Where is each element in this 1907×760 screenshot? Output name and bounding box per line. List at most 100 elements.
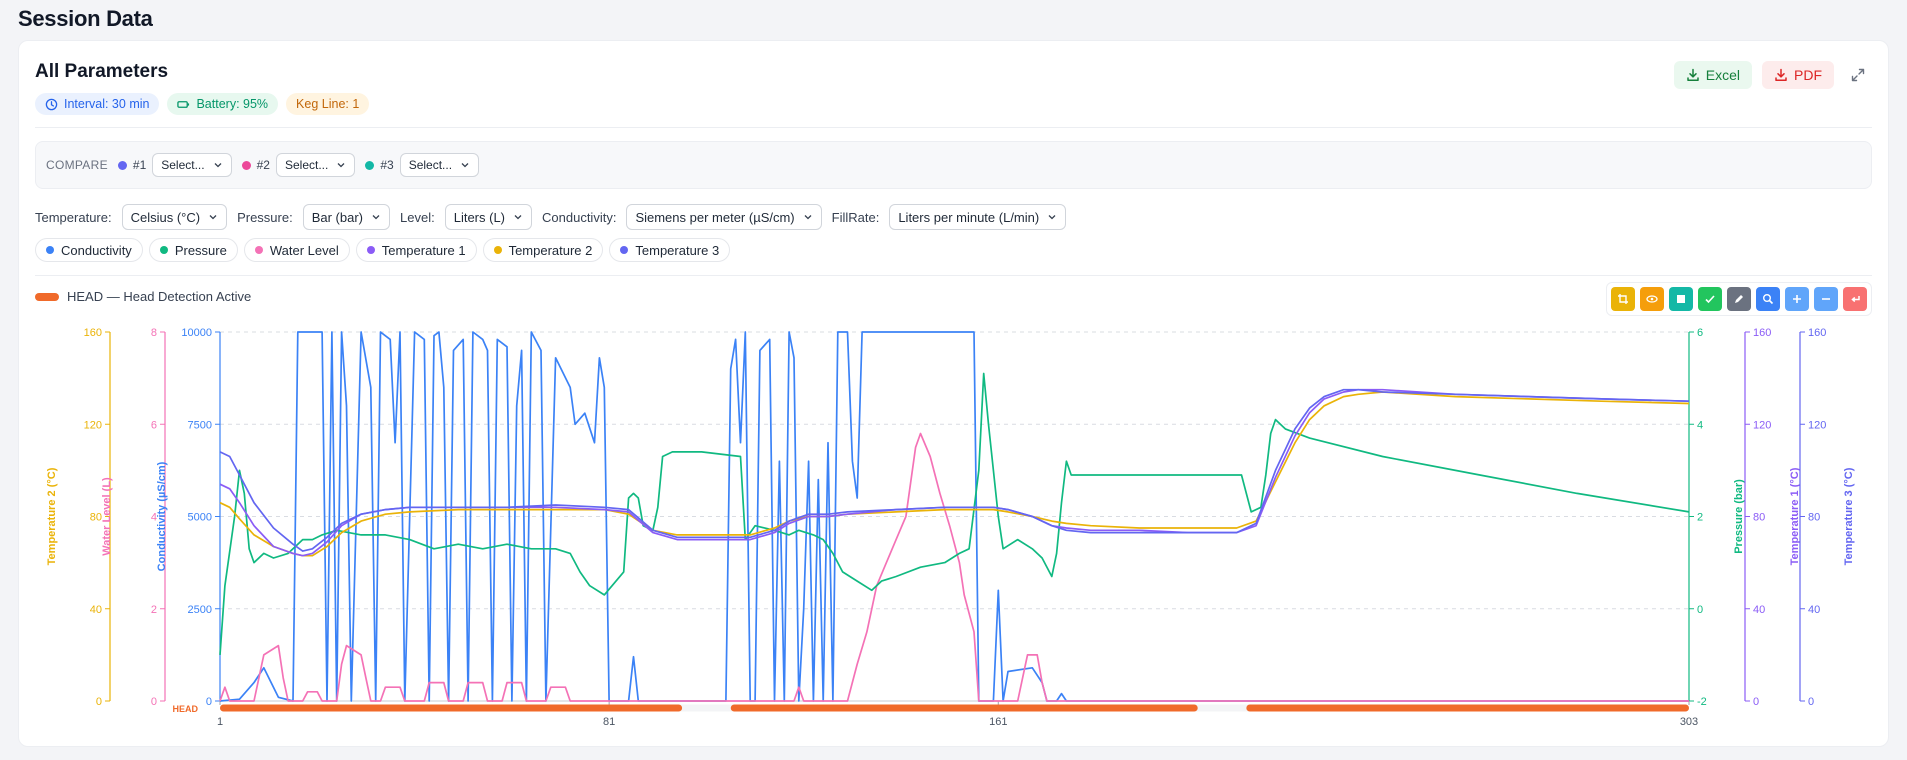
keg-line-text: Keg Line: 1 [296,97,360,111]
temperature-unit-select[interactable]: Celsius (°C) [121,204,228,230]
slot-label: #2 [256,158,270,172]
chevron-down-icon [372,215,380,220]
compare-select-3[interactable]: Select... [399,153,480,177]
parameters-card: All Parameters Interval: 30 min Battery:… [18,40,1889,747]
pressure-unit-select[interactable]: Bar (bar) [302,204,391,230]
zoom-in-button[interactable] [1785,287,1809,311]
slot-color-dot [117,160,127,170]
select-value: Liters (L) [453,209,506,225]
view-button[interactable] [1640,287,1664,311]
series-legend: Conductivity Pressure Water Level Temper… [35,238,731,262]
temp1-tick-label: 0 [1753,696,1759,708]
level-tick-label: 8 [151,327,157,339]
crop-icon [1618,294,1628,304]
check-icon [1705,295,1715,304]
slot-color-dot [241,160,251,170]
expand-button[interactable] [1844,61,1872,89]
series-line-water-level [219,432,1689,702]
select-value: Select... [161,158,205,172]
temp1-tick-label: 120 [1753,419,1771,431]
zoom-button[interactable] [1756,287,1780,311]
legend-pressure[interactable]: Pressure [148,238,238,262]
eye-icon [1646,295,1658,303]
pdf-export-button[interactable]: PDF [1762,61,1834,89]
compare-bar: COMPARE #1 Select... #2 Select... #3 Sel… [35,141,1872,189]
expand-icon [1851,68,1865,82]
select-value: Select... [408,158,453,172]
conductivity-unit-select[interactable]: Siemens per meter (µS/cm) [626,204,822,230]
clock-icon [45,98,58,110]
zoom-out-icon [1822,298,1830,300]
pdf-label: PDF [1794,67,1822,83]
unit-label-fillrate: FillRate: [831,209,880,225]
download-icon [1775,68,1787,82]
temp1-tick-label: 40 [1753,604,1765,616]
temp2-axis-title: Temperature 2 (°C) [46,467,58,565]
head-note-text: HEAD — Head Detection Active [67,289,252,304]
chevron-down-icon [209,215,217,220]
temp2-tick-label: 0 [96,696,102,708]
confirm-button[interactable] [1698,287,1722,311]
level-tick-label: 2 [151,604,157,616]
battery-badge: Battery: 95% [167,93,279,115]
zoom-out-button[interactable] [1814,287,1838,311]
cond-tick-label: 2500 [188,604,212,616]
excel-export-button[interactable]: Excel [1673,61,1752,89]
legend-temperature-2[interactable]: Temperature 2 [482,238,604,262]
series-line-temperature-2 [219,391,1690,557]
select-value: Siemens per meter (µS/cm) [635,209,795,225]
legend-temperature-1[interactable]: Temperature 1 [355,238,477,262]
series-line-pressure [219,372,1690,655]
press-tick-label: 0 [1697,604,1703,616]
temp2-tick-label: 120 [84,419,102,431]
reset-icon [1851,296,1860,303]
select-value: Celsius (°C) [130,209,201,225]
zoom-in-icon [1793,295,1801,303]
draw-button[interactable] [1727,287,1751,311]
header-divider [35,127,1872,128]
temp2-tick-label: 80 [90,512,102,524]
select-value: Liters per minute (L/min) [898,209,1040,225]
reset-button[interactable] [1843,287,1867,311]
head-segment [730,704,1198,712]
temp1-tick-label: 160 [1753,327,1771,339]
level-tick-label: 0 [151,696,157,708]
crop-button[interactable] [1611,287,1635,311]
compare-select-2[interactable]: Select... [275,153,356,177]
press-tick-label: 6 [1697,327,1703,339]
x-tick-label: 81 [603,716,615,728]
slot-label: #1 [132,158,147,172]
keg-line-badge: Keg Line: 1 [286,93,370,115]
legend-dot [620,246,629,254]
level-unit-select[interactable]: Liters (L) [444,204,533,230]
interval-text: Interval: 30 min [64,97,150,111]
slot-color-dot [365,160,375,170]
legend-dot [493,246,502,254]
legend-dot [366,246,375,254]
legend-water-level[interactable]: Water Level [243,238,350,262]
fillrate-unit-select[interactable]: Liters per minute (L/min) [889,204,1067,230]
cond-tick-label: 10000 [181,327,212,339]
page-title: Session Data [18,6,153,31]
zoom-icon [1763,294,1774,305]
temp3-axis-title: Temperature 3 (°C) [1843,467,1855,565]
compare-select-1[interactable]: Select... [152,153,232,177]
export-actions: Excel PDF [1673,61,1872,89]
box-select-button[interactable] [1669,287,1693,311]
legend-dot [46,246,54,254]
level-axis-title: Water Level (L) [101,477,113,556]
series-line-temperature-1 [219,388,1690,557]
compare-label: COMPARE [46,158,108,172]
legend-temperature-3[interactable]: Temperature 3 [609,238,731,262]
temp1-axis-title: Temperature 1 (°C) [1789,467,1801,565]
chevron-down-icon [514,215,522,220]
unit-label-conductivity: Conductivity: [542,209,617,225]
select-value: Select... [284,158,329,172]
legend-conductivity[interactable]: Conductivity [35,238,143,262]
compare-slot-2: #2 Select... [241,153,356,177]
legend-label: Water Level [269,242,339,258]
head-detection-note: HEAD — Head Detection Active [35,289,251,304]
unit-label-pressure: Pressure: [237,209,293,225]
legend-dot [159,246,168,254]
